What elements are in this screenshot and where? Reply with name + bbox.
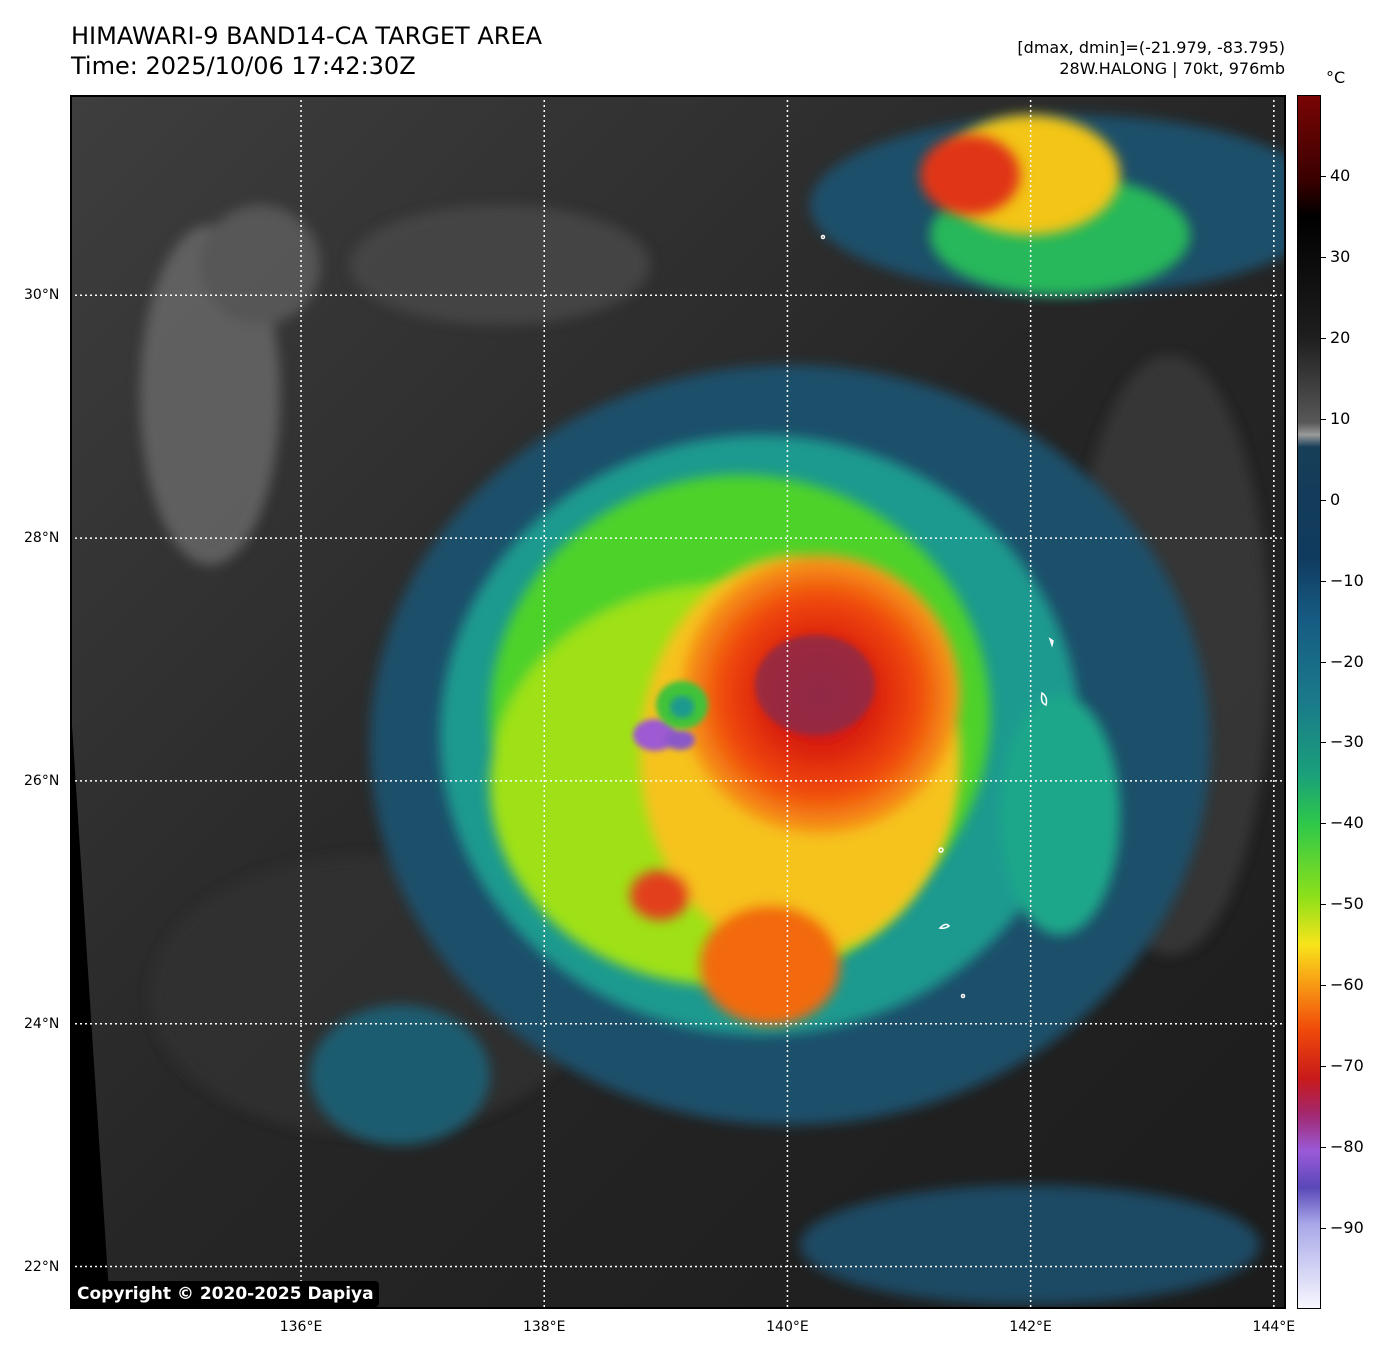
- longitude-label: 144°E: [1252, 1319, 1296, 1335]
- colorbar-tick-mark: [1321, 661, 1326, 663]
- colorbar-tick-mark: [1321, 1147, 1326, 1149]
- colorbar-tick-label: −70: [1330, 1056, 1364, 1076]
- colorbar-tick-label: −80: [1330, 1137, 1364, 1157]
- latitude-label: 28°N: [24, 530, 60, 547]
- colorbar-tick-label: −30: [1330, 732, 1364, 752]
- colorbar-tick-label: −50: [1330, 894, 1364, 914]
- longitude-label: 142°E: [1009, 1319, 1052, 1335]
- colorbar-tick-label: −60: [1330, 975, 1364, 995]
- satellite-ir-map: [70, 95, 1286, 1309]
- colorbar-tick-label: −20: [1330, 651, 1364, 671]
- colorbar-ramp: [1297, 95, 1321, 1309]
- colorbar-tick-label: −40: [1330, 813, 1364, 833]
- colorbar-tick-label: −10: [1330, 570, 1364, 590]
- latitude-label: 30°N: [24, 287, 60, 304]
- colorbar-tick-label: 20: [1330, 327, 1351, 347]
- colorbar-tick-mark: [1321, 742, 1326, 744]
- colorbar-tick-mark: [1321, 256, 1326, 258]
- colorbar-tick-label: 40: [1330, 165, 1351, 185]
- colorbar-unit: °C: [1326, 68, 1346, 87]
- colorbar-tick-mark: [1321, 337, 1326, 339]
- colorbar-frame: [1297, 95, 1321, 1309]
- overshooting-tops: [633, 635, 875, 751]
- dmax-dmin-text: [dmax, dmin]=(-21.979, -83.795): [1017, 38, 1285, 57]
- longitude-label: 136°E: [279, 1319, 323, 1335]
- colorbar-tick-label: 30: [1330, 246, 1351, 266]
- colorbar-tick-label: 10: [1330, 408, 1351, 428]
- colorbar-tick-mark: [1321, 823, 1326, 825]
- colorbar-tick-mark: [1321, 175, 1326, 177]
- colorbar-tick-mark: [1321, 580, 1326, 582]
- colorbar-tick-mark: [1321, 418, 1326, 420]
- copyright-badge: Copyright © 2020-2025 Dapiya: [72, 1281, 379, 1307]
- latitude-label: 22°N: [24, 1258, 60, 1275]
- latitude-label: 24°N: [24, 1015, 60, 1032]
- storm-info-text: 28W.HALONG | 70kt, 976mb: [1059, 59, 1285, 78]
- map-title: HIMAWARI-9 BAND14-CA TARGET AREA: [71, 22, 543, 50]
- colorbar-tick-mark: [1321, 499, 1326, 501]
- graticule: [70, 95, 1286, 1309]
- temperature-colorbar: [1297, 95, 1321, 1309]
- longitude-label: 140°E: [766, 1319, 809, 1335]
- latitude-label: 26°N: [24, 772, 60, 789]
- colorbar-tick-mark: [1321, 904, 1326, 906]
- longitude-label: 138°E: [522, 1319, 566, 1335]
- colorbar-tick-label: −90: [1330, 1218, 1364, 1238]
- map-timestamp: Time: 2025/10/06 17:42:30Z: [71, 52, 416, 80]
- colorbar-tick-mark: [1321, 985, 1326, 987]
- no-data-wedge: [70, 695, 110, 1309]
- colorbar-tick-mark: [1321, 1066, 1326, 1068]
- colorbar-tick-label: 0: [1330, 489, 1341, 509]
- colorbar-tick-mark: [1321, 1228, 1326, 1230]
- island-outlines: [820, 234, 1054, 999]
